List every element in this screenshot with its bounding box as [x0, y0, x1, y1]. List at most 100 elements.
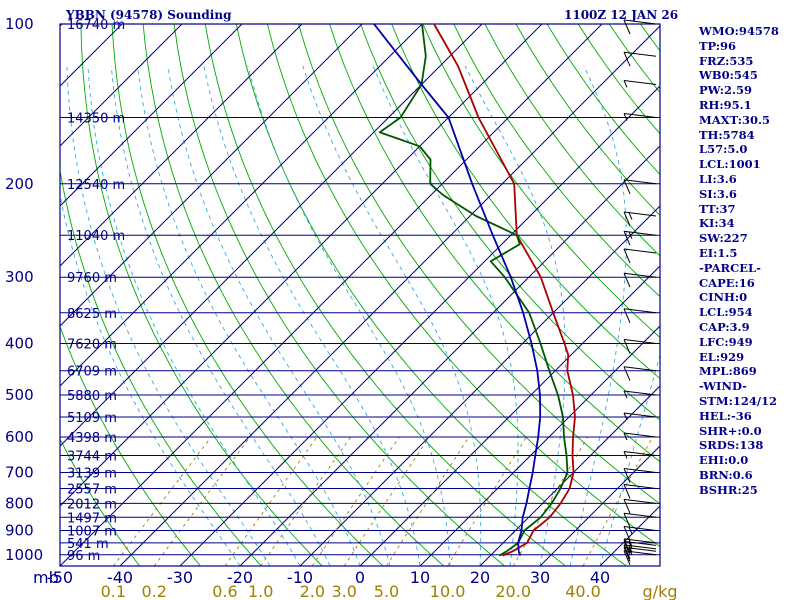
sounding-index-item: STM:124/12 — [699, 393, 778, 408]
wind-barb — [623, 230, 657, 246]
isotherm-line — [60, 24, 183, 147]
sounding-index-item: FRZ:535 — [699, 53, 754, 68]
sounding-index-item: L57:5.0 — [699, 142, 748, 157]
sounding-index-item: SHR+:0.0 — [699, 423, 762, 438]
height-label: 14350 m — [67, 112, 125, 127]
wind-barb-staff — [623, 51, 657, 57]
wind-barb — [623, 540, 657, 556]
sounding-index-item: EI:1.5 — [699, 245, 738, 260]
wind-barb — [623, 179, 657, 194]
temperature-label: -40 — [107, 568, 133, 587]
temperature-label: -20 — [227, 568, 253, 587]
wind-barb-flag — [628, 541, 633, 550]
wind-barb-staff — [623, 272, 657, 278]
dry-adiabat-line — [204, 24, 566, 566]
wind-barb-flag — [623, 80, 628, 88]
dry-adiabat-line — [453, 24, 660, 298]
isotherm-line — [479, 385, 660, 566]
pressure-label: 800 — [5, 494, 34, 512]
wind-barb-flag — [623, 339, 631, 354]
wind-barb-staff — [623, 79, 657, 85]
height-label: 12540 m — [67, 178, 125, 193]
sounding-index-item: CAPE:16 — [699, 275, 755, 290]
pressure-label: 700 — [5, 464, 34, 482]
wind-barb-flag — [623, 550, 631, 565]
wind-barb-flag — [628, 212, 633, 220]
pressure-label: 200 — [5, 175, 34, 193]
wind-barb — [623, 390, 657, 399]
sounding-index-item: TP:96 — [699, 38, 737, 53]
sounding-index-item: TH:5784 — [699, 127, 755, 142]
sounding-index-item: WB0:545 — [699, 68, 758, 83]
wind-barb-flag — [623, 19, 631, 35]
mixing-ratio-label: 0.1 — [101, 582, 126, 600]
wind-barb-flag — [623, 113, 628, 121]
wind-barb-flag — [623, 412, 628, 421]
wind-barb-flag — [628, 545, 633, 553]
wind-barb-staff — [623, 450, 657, 456]
mixing-ratio-line — [343, 436, 430, 566]
wind-barb-flag — [628, 231, 633, 240]
wind-barb-flag — [623, 432, 628, 441]
sounding-index-item: RH:95.1 — [699, 97, 752, 112]
wind-barb — [623, 432, 657, 441]
isotherm-line — [0, 24, 2, 566]
wind-barb — [623, 546, 657, 562]
temperature-label: 10 — [410, 568, 430, 587]
sounding-index-item: BRN:0.6 — [699, 467, 753, 482]
wind-barb-staff — [623, 412, 657, 418]
dry-adiabat-line — [360, 24, 660, 421]
mixing-ratio-label: 20.0 — [495, 582, 531, 600]
wind-barb — [623, 450, 657, 459]
moist-adiabat-line — [247, 65, 451, 566]
sounding-index-item: -WIND- — [699, 379, 747, 394]
sounding-index-item: LFC:949 — [699, 334, 753, 349]
isotherm-line — [119, 25, 660, 566]
wind-barb-flag — [628, 539, 633, 547]
wind-barb-staff — [623, 498, 657, 504]
parcel-profile-line — [373, 23, 542, 557]
height-label: 9760 m — [67, 271, 117, 286]
wind-barb — [623, 512, 657, 528]
height-label: 5880 m — [67, 389, 117, 404]
wind-barb — [623, 468, 657, 483]
temperature-label: -10 — [287, 568, 313, 587]
pressure-label: 1000 — [5, 546, 43, 564]
isotherm-line — [60, 24, 423, 387]
sounding-index-item: SRDS:138 — [699, 438, 764, 453]
temperature-label: 20 — [470, 568, 490, 587]
wind-barb-staff — [623, 112, 657, 118]
pressure-label: 900 — [5, 522, 34, 540]
sounding-index-item: HEL:-36 — [699, 408, 752, 423]
dry-adiabat-line — [60, 437, 140, 566]
wind-barb — [623, 248, 657, 264]
pressure-label: 100 — [5, 15, 34, 33]
isotherm-line — [359, 265, 660, 566]
sounding-index-item: LCL:954 — [699, 305, 753, 320]
wind-barb-flag — [623, 211, 631, 227]
mixing-ratio-label: 0.6 — [212, 582, 237, 600]
wind-barb-staff — [623, 339, 657, 345]
moist-adiabat-line — [60, 192, 241, 566]
dry-adiabat-line — [173, 24, 505, 566]
sounding-index-item: SI:3.6 — [699, 186, 737, 201]
wind-barb-flag — [623, 547, 631, 562]
dry-adiabat-line — [60, 167, 262, 566]
isotherm-line — [60, 24, 303, 267]
pressure-label: 400 — [5, 335, 34, 353]
temperature-label: 30 — [530, 568, 550, 587]
dry-adiabat-line — [484, 24, 660, 257]
pressure-label: 500 — [5, 386, 34, 404]
temperature-label: -50 — [47, 568, 73, 587]
wind-barb-flag — [623, 366, 631, 381]
height-label: 2557 m — [67, 482, 117, 497]
wind-barb-staff — [623, 19, 657, 25]
dry-adiabat-line — [391, 24, 660, 380]
plot-frame — [59, 23, 661, 567]
wind-barb — [623, 112, 657, 121]
wind-barb-staff — [623, 390, 657, 396]
wind-barb-flag — [628, 547, 633, 556]
sounding-time: 1100Z 12 JAN 26 — [564, 8, 679, 22]
grid-lines — [0, 24, 660, 566]
